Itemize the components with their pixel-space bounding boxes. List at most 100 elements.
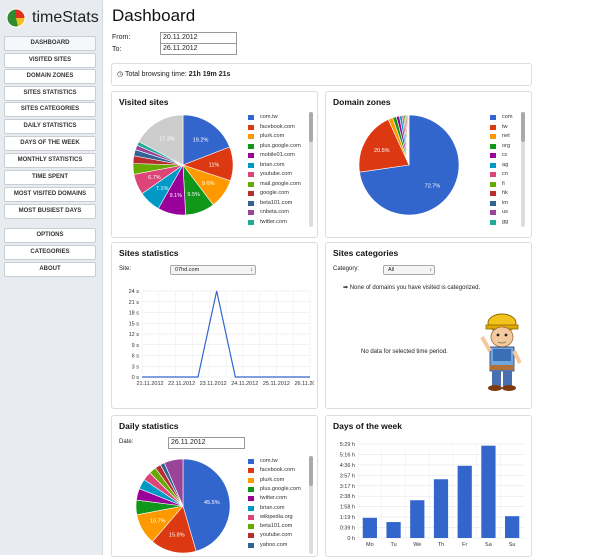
nav-item-domain-zones[interactable]: DOMAIN ZONES xyxy=(4,69,96,84)
nav-item-time-spent[interactable]: TIME SPENT xyxy=(4,170,96,185)
pie-slice-com-tw[interactable] xyxy=(182,114,231,166)
nav-item-monthly-statistics[interactable]: MONTHLY STATISTICS xyxy=(4,153,96,168)
nav-item-about[interactable]: ABOUT xyxy=(4,262,96,277)
date-label: Date: xyxy=(119,439,134,445)
x-tick-label: 21.11.2012 xyxy=(136,381,163,387)
legend-label: com.tw xyxy=(260,114,278,120)
nav-item-daily-statistics[interactable]: DAILY STATISTICS xyxy=(4,119,96,134)
category-notice-text: None of domains you have visited is cate… xyxy=(349,285,481,291)
y-tick-label: 15 s xyxy=(129,321,140,327)
daily-statistics-scrollbar[interactable] xyxy=(309,456,313,554)
nav-item-most-busiest-days[interactable]: MOST BUSIEST DAYS xyxy=(4,204,96,219)
visited-sites-pie-chart[interactable]: 19.2% 11% 9.6%9.5% 9.1%7.1% 6.7% 17.3% xyxy=(130,112,236,218)
pie-slice-com-tw[interactable] xyxy=(182,458,231,552)
pie-slice-facebook-com[interactable] xyxy=(151,505,197,554)
legend-label: twitter.com xyxy=(260,218,287,225)
nav-item-visited-sites[interactable]: VISITED SITES xyxy=(4,53,96,68)
legend-label: fi xyxy=(502,180,505,187)
x-tick-label: We xyxy=(413,542,421,548)
domain-zones-legend: com tw net org cc ag cn fi hk im us gg xyxy=(490,114,520,229)
legend-swatch xyxy=(248,124,254,130)
days-of-week-bar-chart[interactable]: 0 h 0:39 h 1:19 h 1:58 h 2:38 h 3:17 h 3:57 h 4… xyxy=(328,438,528,554)
pie-slice-label: 9.6% xyxy=(202,181,215,187)
domain-zones-pie-chart[interactable]: 72.7% 20.5% xyxy=(356,112,462,218)
no-data-text: No data for selected time period. xyxy=(361,349,448,355)
nav-item-days-of-the-week[interactable]: DAYS OF THE WEEK xyxy=(4,136,96,151)
legend-swatch xyxy=(248,134,254,139)
pie-slice-other[interactable] xyxy=(138,114,184,166)
x-tick-label: Mo xyxy=(366,542,374,548)
y-tick-label: 24 s xyxy=(129,289,140,295)
x-tick-label: 22.11.2012 xyxy=(168,381,195,387)
legend-swatch xyxy=(490,134,496,139)
legend-swatch xyxy=(490,162,496,168)
x-tick-label: 25.11.2012 xyxy=(263,381,290,387)
nav-item-categories[interactable]: CATEGORIES xyxy=(4,245,96,260)
sites-statistics-line-chart[interactable]: 0 s 3 s 6 s 9 s 12 s 15 s 18 s 21 s 24 s 21.11.20… xyxy=(114,287,314,387)
site-label: Site: xyxy=(119,266,132,272)
bar-mo[interactable] xyxy=(362,517,377,538)
bar-th[interactable] xyxy=(433,479,449,538)
pie-slice-label: 45.5% xyxy=(204,500,220,506)
nav-item-options[interactable]: OPTIONS xyxy=(4,228,96,243)
x-tick-label: Su xyxy=(509,542,516,548)
bar-sa[interactable] xyxy=(481,445,496,538)
x-tick-label: 24.11.2012 xyxy=(231,381,258,387)
domain-zones-scrollbar[interactable] xyxy=(521,112,525,227)
nav-item-sites-statistics[interactable]: SITES STATISTICS xyxy=(4,86,96,101)
pie-slice-gg[interactable] xyxy=(408,114,410,166)
bar-fr[interactable] xyxy=(457,465,472,538)
pie-slice-label: 72.7% xyxy=(425,183,441,189)
visited-sites-scrollbar[interactable] xyxy=(309,112,313,227)
category-select[interactable]: All ↕ xyxy=(383,265,435,275)
pie-slice-tw[interactable] xyxy=(358,119,410,173)
visited-sites-title: Visited sites xyxy=(119,97,169,107)
legend-swatch xyxy=(248,459,254,464)
legend-swatch xyxy=(248,468,254,474)
y-tick-label: 0:39 h xyxy=(340,526,355,532)
legend-swatch xyxy=(248,115,254,120)
daily-date-input[interactable]: 26.11.2012 xyxy=(168,437,245,449)
pie-slice-label: 10.7% xyxy=(150,519,166,525)
y-tick-label: 4:36 h xyxy=(340,463,355,469)
legend-label: hk xyxy=(502,190,508,196)
y-tick-label: 2:38 h xyxy=(340,494,355,500)
legend-swatch xyxy=(248,181,254,187)
nav-item-most-visited-domains[interactable]: MOST VISITED DOMAINS xyxy=(4,187,96,202)
legend-label: yahoo.com xyxy=(260,541,288,548)
series-line[interactable] xyxy=(142,290,310,378)
days-of-week-panel: Days of the week 0 h 0:39 h 1:19 h 1:58 h 2:… xyxy=(325,415,532,557)
app-logo[interactable]: timeStats xyxy=(6,6,100,32)
legend-label: ag xyxy=(502,161,509,168)
legend-label: youtube.com xyxy=(260,171,293,177)
legend-swatch xyxy=(490,172,496,177)
to-date-input[interactable]: 26.11.2012 xyxy=(160,43,237,55)
construction-worker-illustration xyxy=(480,313,522,391)
legend-swatch xyxy=(248,496,254,502)
site-select[interactable]: 07hd.com ↕ xyxy=(170,265,256,275)
x-tick-label: Fr xyxy=(462,542,467,548)
bar-su[interactable] xyxy=(505,516,520,538)
legend-swatch xyxy=(248,153,254,158)
x-tick-label: Sa xyxy=(485,542,493,548)
legend-swatch xyxy=(248,219,254,225)
category-select-value: All xyxy=(388,267,395,273)
x-tick-label: Th xyxy=(438,542,444,548)
select-arrows-icon: ↕ xyxy=(429,267,433,273)
legend-swatch xyxy=(490,143,496,149)
legend-label: youtube.com xyxy=(260,532,293,539)
nav-item-sites-categories[interactable]: SITES CATEGORIES xyxy=(4,102,96,117)
legend-label: cn xyxy=(502,171,508,177)
legend-label: google.com xyxy=(260,190,289,196)
nav-item-dashboard[interactable]: DASHBOARD xyxy=(4,36,96,51)
bar-we[interactable] xyxy=(410,500,425,538)
bar-tu[interactable] xyxy=(386,522,401,538)
total-browsing-text: ◷ Total browsing time: 21h 19m 21s xyxy=(117,70,230,78)
legend-swatch xyxy=(490,115,496,120)
legend-swatch xyxy=(248,486,254,492)
pie-slice-other[interactable] xyxy=(163,458,184,507)
legend-swatch xyxy=(248,191,254,196)
legend-label: beta101.com xyxy=(260,523,293,530)
daily-statistics-pie-chart[interactable]: 45.5% 15.8% 10.7% xyxy=(130,456,236,556)
pie-slice-label: 7.1% xyxy=(156,186,169,192)
